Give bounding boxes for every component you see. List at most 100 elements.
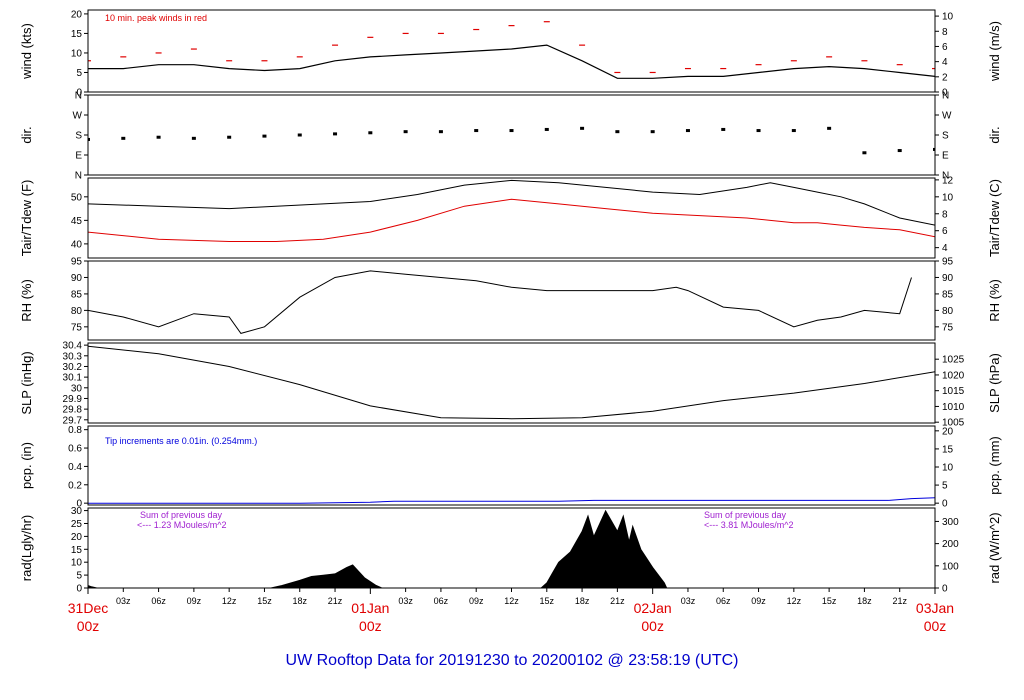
x-tick-label: 12z (504, 596, 519, 606)
y-tick-label-left: 0.6 (68, 444, 82, 455)
y-tick-label-right: 2 (942, 72, 948, 83)
direction-point (897, 149, 902, 153)
x-tick-label: 09z (469, 596, 484, 606)
panel-frame (87, 94, 936, 176)
panel-frame (87, 425, 936, 506)
y-tick-label-right: 1025 (942, 355, 965, 366)
y-tick-label-left: 10 (71, 558, 83, 569)
day-label-date: 01Jan (351, 600, 389, 616)
wind-speed-line (88, 44, 935, 79)
y-tick-label-right: 75 (942, 322, 954, 333)
x-tick-label: 06z (716, 596, 731, 606)
day-label-date: 31Dec (68, 600, 108, 616)
y-tick-label-right: N (942, 91, 949, 102)
day-label-time: 00z (359, 618, 382, 634)
day-label-time: 00z (641, 618, 664, 634)
direction-point (191, 136, 196, 140)
direction-point (580, 126, 585, 130)
relative-humidity-line (88, 270, 912, 334)
y-tick-label-right: 8 (942, 209, 948, 220)
y-tick-label-right: 80 (942, 306, 954, 317)
y-axis-label-right: rad (W/m^2) (987, 512, 1002, 583)
y-axis-label-left: pcp. (in) (19, 442, 34, 489)
x-tick-label: 18z (857, 596, 872, 606)
peak-wind-note: 10 min. peak winds in red (105, 13, 207, 23)
x-tick-label: 03z (398, 596, 413, 606)
x-tick-label: 12z (222, 596, 237, 606)
air-temperature-line (88, 179, 935, 226)
y-tick-label-right: 10 (942, 12, 954, 23)
direction-point (474, 129, 479, 133)
y-tick-label-right: 200 (942, 539, 959, 550)
x-tick-label: 12z (787, 596, 802, 606)
y-tick-label-left: 5 (76, 68, 82, 79)
y-axis-label-left: rad(Lgly/hr) (19, 515, 34, 581)
daily-sum-note: Sum of previous day (704, 510, 787, 520)
dewpoint-line (88, 198, 935, 242)
sea-level-pressure-line (88, 345, 935, 420)
x-tick-label: 09z (187, 596, 202, 606)
panel-frame (87, 342, 936, 424)
y-tick-label-right: 0 (942, 88, 948, 99)
direction-point (438, 130, 443, 134)
y-tick-label-left: 30.3 (63, 351, 83, 362)
direction-point (791, 129, 796, 133)
direction-point (403, 130, 408, 134)
y-tick-label-left: 30.1 (63, 373, 83, 384)
y-tick-label-right: N (942, 171, 949, 182)
y-tick-label-left: 0 (76, 88, 82, 99)
y-tick-label-right: 1020 (942, 370, 965, 381)
tip-increment-note: Tip increments are 0.01in. (0.254mm.) (105, 436, 257, 446)
direction-point (685, 129, 690, 133)
y-tick-label-left: 0 (76, 584, 82, 595)
solar-radiation-area (88, 509, 935, 588)
y-tick-label-right: 90 (942, 273, 954, 284)
day-label-time: 00z (77, 618, 100, 634)
x-tick-label: 21z (892, 596, 907, 606)
y-axis-label-right: pcp. (mm) (987, 436, 1002, 495)
y-tick-label-left: 20 (71, 9, 83, 20)
y-axis-label-left: dir. (19, 126, 34, 143)
y-tick-label-right: 5 (942, 481, 948, 492)
y-tick-label-left: 80 (71, 306, 83, 317)
y-tick-label-right: 300 (942, 517, 959, 528)
x-tick-label: 15z (257, 596, 272, 606)
x-tick-label: 15z (540, 596, 555, 606)
panel-frame (87, 260, 936, 341)
y-tick-label-left: 30.4 (63, 341, 83, 352)
y-tick-label-right: E (942, 151, 949, 162)
y-axis-label-left: Tair/Tdew (F) (19, 180, 34, 257)
panel-frame (87, 177, 936, 259)
y-tick-label-right: 100 (942, 561, 959, 572)
day-label-date: 02Jan (634, 600, 672, 616)
y-tick-label-left: 85 (71, 289, 83, 300)
x-tick-label: 18z (292, 596, 307, 606)
daily-sum-note: Sum of previous day (140, 510, 223, 520)
y-axis-label-right: SLP (hPa) (987, 353, 1002, 413)
y-axis-label-right: wind (m/s) (987, 21, 1002, 82)
direction-point (227, 135, 232, 139)
y-tick-label-right: 0 (942, 584, 948, 595)
y-axis-label-left: wind (kts) (19, 23, 34, 80)
daily-sum-note: <--- 3.81 MJoules/m^2 (704, 520, 794, 530)
y-tick-label-right: 1005 (942, 418, 965, 429)
y-tick-label-right: 1015 (942, 386, 965, 397)
direction-point (297, 133, 302, 137)
y-tick-label-right: 95 (942, 257, 954, 268)
direction-point (121, 136, 126, 140)
direction-point (509, 129, 514, 133)
y-tick-label-left: 40 (71, 239, 83, 250)
y-tick-label-right: 10 (942, 462, 954, 473)
x-tick-label: 18z (575, 596, 590, 606)
y-tick-label-left: 90 (71, 273, 83, 284)
y-tick-label-right: 15 (942, 444, 954, 455)
y-tick-label-right: 20 (942, 426, 954, 437)
y-axis-label-left: RH (%) (19, 279, 34, 322)
y-tick-label-left: 0 (76, 499, 82, 510)
direction-point (156, 135, 161, 139)
y-tick-label-left: 95 (71, 257, 83, 268)
direction-point (721, 127, 726, 131)
x-tick-label: 03z (681, 596, 696, 606)
y-tick-label-left: 75 (71, 322, 83, 333)
